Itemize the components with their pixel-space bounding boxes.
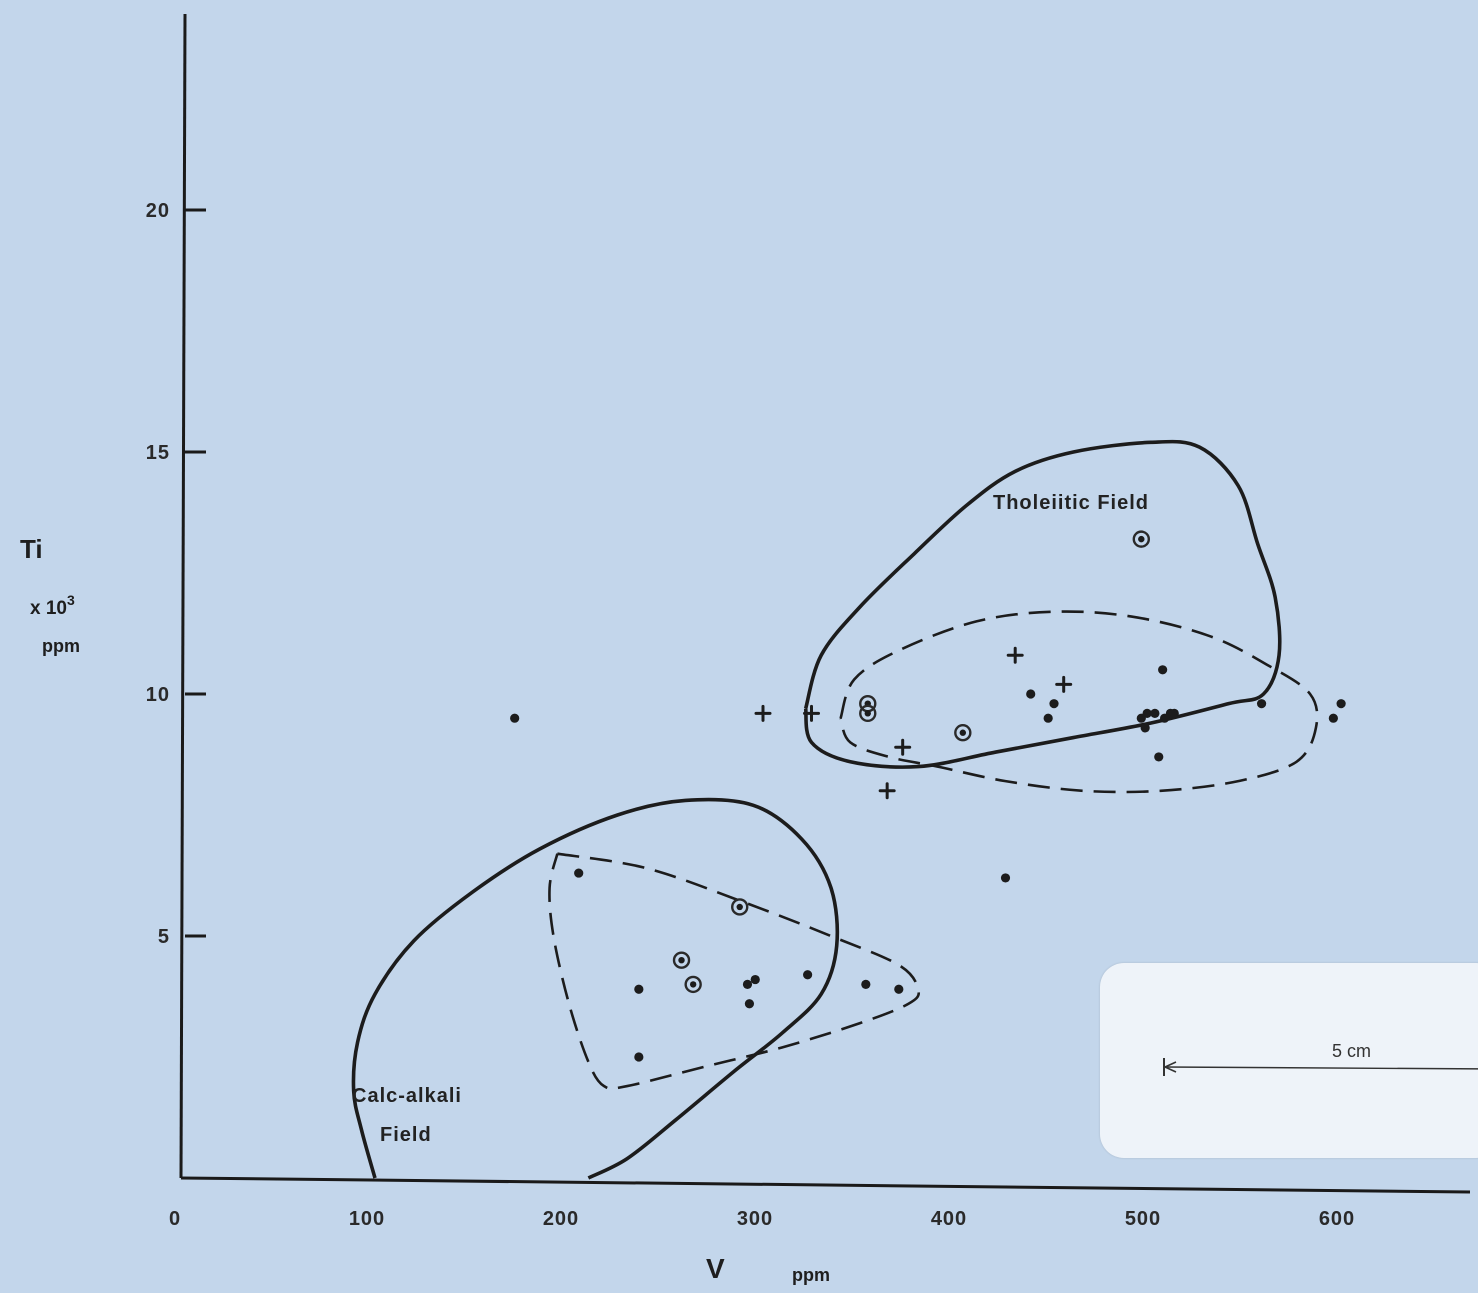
scale-bar-card: 5 cm <box>1100 963 1478 1158</box>
data-point-dot <box>742 979 753 990</box>
data-point-plus <box>1055 675 1073 693</box>
tholeiitic-field-label: Tholeiitic Field <box>993 492 1149 514</box>
data-point-dot <box>1150 708 1160 718</box>
y-tick-label: 10 <box>146 684 170 706</box>
data-point-dot <box>1136 713 1146 723</box>
y-tick-label: 15 <box>146 442 170 464</box>
data-point-dot <box>1043 713 1053 723</box>
data-point-dot <box>1169 708 1179 718</box>
solid-field-boundary <box>351 797 840 1180</box>
data-point-circled <box>859 704 877 723</box>
solid-field-boundary <box>803 439 1282 769</box>
data-point-plus <box>894 738 912 756</box>
scale-bar-arrow <box>1163 1058 1478 1076</box>
x-tick-label: 200 <box>543 1208 579 1230</box>
x-tick-label: 500 <box>1125 1208 1161 1230</box>
x-axis-unit: ppm <box>792 1265 830 1285</box>
scale-bar-line <box>1163 1066 1478 1070</box>
data-point-dot <box>1154 752 1164 762</box>
scale-bar-label: 5 cm <box>1332 1041 1372 1061</box>
data-point-dot <box>634 984 644 994</box>
data-point-dot <box>1000 873 1011 883</box>
x-axis-title: V <box>706 1253 725 1284</box>
y-axis-line <box>179 13 187 1179</box>
y-axis-multiplier-exponent: 3 <box>67 592 75 608</box>
field-boundaries <box>351 439 1319 1180</box>
y-axis-multiplier: x 103 <box>30 592 75 619</box>
y-axis-unit: ppm <box>42 636 80 656</box>
calc-alkali-field-label-2: Field <box>380 1124 432 1146</box>
data-point-dot <box>1159 713 1170 723</box>
scale-bar-arrowhead <box>1163 1061 1177 1073</box>
data-point-dot <box>1026 689 1036 699</box>
data-points <box>510 530 1346 1062</box>
data-point-plus <box>878 782 896 800</box>
y-axis-multiplier-base: x 10 <box>30 598 67 619</box>
data-point-circled <box>954 724 972 742</box>
data-point-dot <box>750 974 760 985</box>
data-point-dot <box>1256 699 1267 709</box>
data-point-dot <box>1336 699 1346 709</box>
data-point-dot <box>1049 699 1059 709</box>
data-point-dot <box>861 979 871 990</box>
data-point-dot <box>803 970 813 980</box>
x-axis-line <box>180 1176 1471 1194</box>
data-point-dot <box>574 868 584 878</box>
data-point-plus <box>803 704 820 722</box>
data-point-circled <box>684 975 702 994</box>
data-point-circled <box>672 951 691 969</box>
x-tick-label: 0 <box>169 1208 181 1230</box>
calc-alkali-field-label: Calc-alkali <box>352 1085 462 1107</box>
x-tick-label: 400 <box>931 1208 967 1230</box>
data-point-dot <box>744 999 755 1009</box>
dashed-field-boundary <box>548 852 921 1091</box>
dashed-field-boundary <box>839 610 1319 794</box>
data-point-plus <box>754 704 772 722</box>
data-point-circled <box>731 898 749 916</box>
data-point-dot <box>510 713 520 723</box>
data-point-dot <box>1328 713 1338 723</box>
data-point-dot <box>1140 723 1150 733</box>
data-point-dot <box>894 984 904 994</box>
y-tick-label: 20 <box>146 200 170 222</box>
data-point-dot <box>1158 665 1168 675</box>
y-tick-label: 5 <box>158 926 170 948</box>
data-point-circled <box>1132 530 1151 548</box>
x-tick-label: 100 <box>349 1208 385 1230</box>
data-point-plus <box>1006 646 1024 664</box>
x-tick-label: 300 <box>737 1208 773 1230</box>
y-axis-title: Ti <box>20 534 43 564</box>
x-tick-label: 600 <box>1319 1208 1355 1230</box>
axes <box>179 13 1471 1194</box>
data-point-dot <box>634 1052 644 1062</box>
